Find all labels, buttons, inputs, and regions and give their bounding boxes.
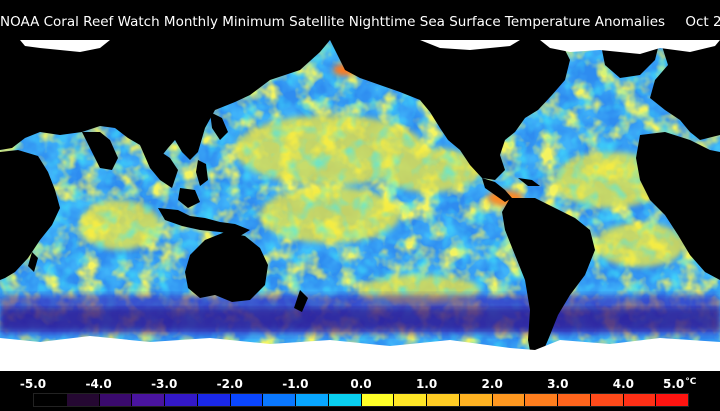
color-scale-bar: [33, 393, 689, 407]
title-text: NOAA Coral Reef Watch Monthly Minimum Sa…: [0, 14, 666, 30]
arctic-ice-east: [540, 40, 720, 54]
legend-label: 2.0: [481, 377, 503, 391]
land-europe: [650, 40, 720, 140]
legend-swatch: [623, 394, 657, 406]
land-eurasia-west: [0, 40, 330, 160]
land-africa: [0, 150, 60, 280]
legend-swatch: [558, 394, 591, 406]
land-new-zealand: [294, 290, 308, 312]
legend-swatch: [197, 394, 231, 406]
legend-swatch: [132, 394, 165, 406]
legend-label: -1.0: [282, 377, 309, 391]
legend-label: 3.0: [547, 377, 569, 391]
land-indonesia: [158, 208, 250, 236]
land-southeast-asia: [140, 145, 178, 188]
legend-label: 0.0: [350, 377, 372, 391]
legend-label: 4.0: [612, 377, 635, 391]
land-australia: [185, 232, 268, 302]
legend-swatch: [394, 394, 427, 406]
legend-swatch: [656, 394, 688, 406]
legend-swatch: [263, 394, 296, 406]
legend-label: -3.0: [151, 377, 178, 391]
legend-swatch: [165, 394, 198, 406]
legend-swatch: [328, 394, 362, 406]
legend-labels: -5.0 -4.0 -3.0 -2.0 -1.0 0.0 1.0 2.0 3.0 4.0 5.0°C: [0, 377, 720, 393]
map-title: NOAA Coral Reef Watch Monthly Minimum Sa…: [0, 14, 720, 30]
land-india: [82, 132, 118, 170]
arctic-ice-center: [420, 40, 520, 50]
legend-label: -4.0: [85, 377, 112, 391]
land-africa-east: [636, 132, 720, 280]
sst-anomaly-map: [0, 40, 720, 371]
legend-unit: °C: [685, 377, 697, 387]
legend-swatch: [230, 394, 264, 406]
legend-swatch: [34, 394, 67, 406]
legend-swatch: [99, 394, 133, 406]
legend-swatch: [590, 394, 624, 406]
land-central-america: [482, 178, 512, 202]
legend-swatch: [525, 394, 558, 406]
antarctic-ice: [0, 336, 720, 371]
land-madagascar: [28, 252, 38, 272]
legend-swatch: [361, 394, 395, 406]
legend-swatch: [492, 394, 526, 406]
legend-label: 1.0: [415, 377, 438, 391]
legend-swatch: [296, 394, 329, 406]
legend-label: -2.0: [216, 377, 243, 391]
legend-label: -5.0: [19, 377, 47, 391]
legend-label: 5.0°C: [662, 377, 697, 391]
land-japan: [210, 112, 228, 140]
land-philippines: [196, 160, 208, 186]
land-south-america: [502, 198, 595, 362]
land-north-america: [330, 40, 570, 180]
land-masses: [0, 40, 720, 362]
arctic-ice-west: [20, 40, 110, 52]
land-borneo: [178, 188, 200, 208]
legend-swatch: [427, 394, 460, 406]
ice-areas: [0, 40, 720, 371]
land-caribbean: [518, 178, 540, 186]
legend-swatch: [66, 394, 100, 406]
legend-swatch: [459, 394, 493, 406]
cold-southern-band: [0, 295, 720, 335]
title-date: Oct 2004: [685, 14, 720, 30]
